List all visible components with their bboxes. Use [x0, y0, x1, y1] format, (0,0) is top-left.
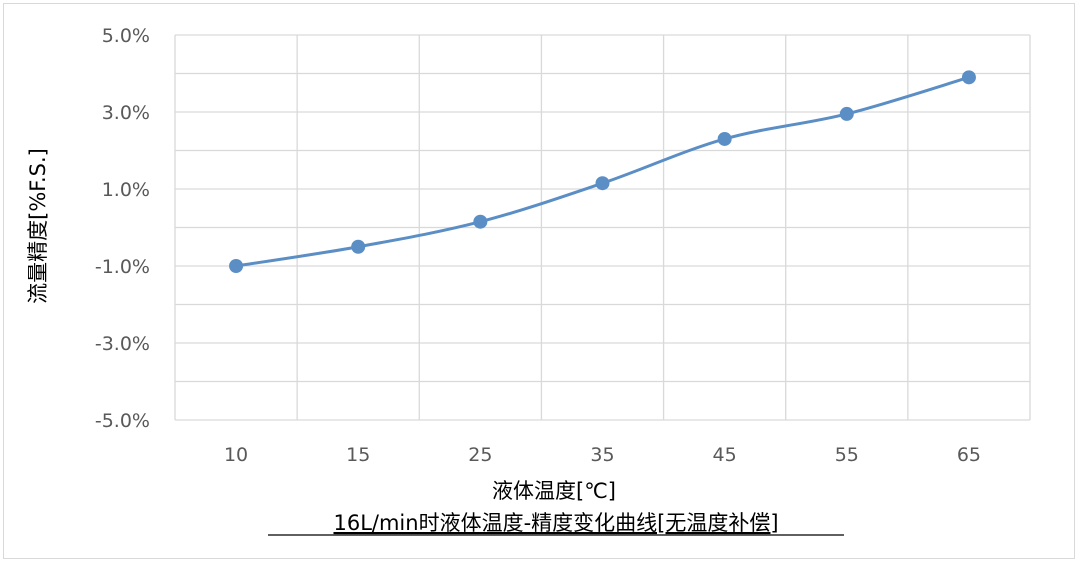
data-point — [961, 70, 976, 85]
data-point — [473, 214, 488, 229]
series-line — [235, 75, 970, 268]
data-point — [839, 106, 854, 121]
chart-frame — [3, 3, 1075, 559]
x-axis-title: 液体温度[℃] — [492, 479, 616, 503]
x-tick-label: 35 — [590, 444, 614, 466]
data-point — [717, 131, 732, 146]
x-tick-label: 45 — [713, 444, 737, 466]
chart-title: 16L/min时液体温度-精度变化曲线[无温度补偿] — [333, 511, 778, 535]
data-point — [351, 239, 366, 254]
grid — [174, 34, 1031, 421]
x-tick-label: 55 — [835, 444, 859, 466]
y-axis-title: 流量精度[%F.S.] — [26, 148, 50, 304]
y-tick-label: -3.0% — [95, 333, 150, 355]
x-tick-label: 10 — [224, 444, 248, 466]
x-tick-label: 15 — [346, 444, 370, 466]
data-points — [229, 70, 976, 273]
y-tick-label: 1.0% — [102, 179, 150, 201]
data-point — [229, 259, 244, 273]
x-tick-labels: 10 15 25 35 45 55 65 — [224, 444, 981, 466]
y-tick-label: -1.0% — [95, 256, 150, 278]
y-tick-label: 3.0% — [102, 102, 150, 124]
x-tick-label: 25 — [468, 444, 492, 466]
x-tick-label: 65 — [957, 444, 981, 466]
y-tick-label: -5.0% — [95, 410, 150, 432]
y-tick-label: 5.0% — [102, 25, 150, 47]
y-tick-labels: 5.0% 3.0% 1.0% -1.0% -3.0% -5.0% — [95, 25, 150, 432]
data-point — [595, 176, 610, 191]
